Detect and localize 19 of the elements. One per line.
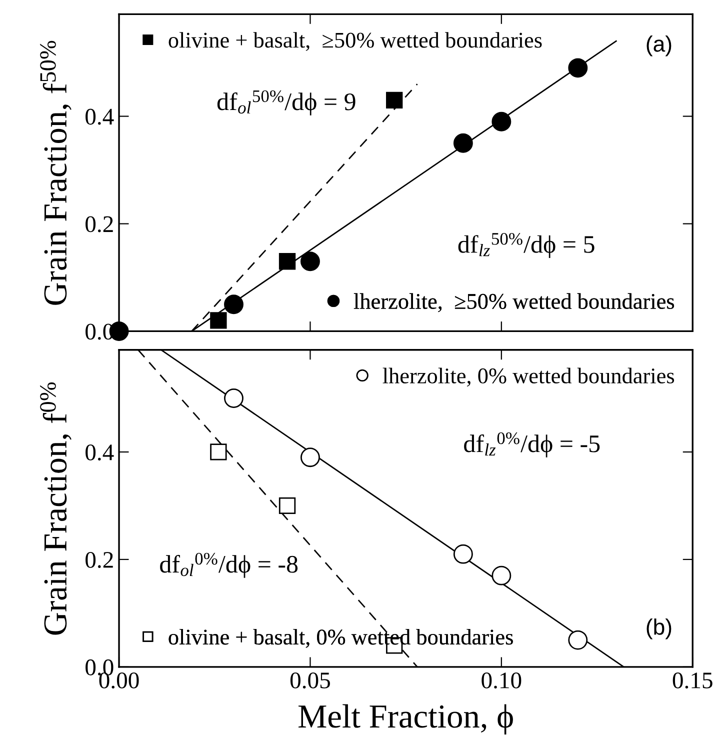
annotation: (a) — [646, 36, 672, 56]
legend-label: lherzolite, ≥50% wetted boundaries — [354, 293, 674, 312]
legend-label: olivine + basalt, ≥50% wetted boundaries — [168, 32, 542, 51]
annotation: df$_{ol}$$^{0%}$/dϕ = -8 — [160, 552, 298, 578]
x-tick-label: 0.15 — [672, 672, 712, 689]
legend-label: lherzolite, 0% wetted boundaries — [382, 368, 674, 387]
annotation: df$_{ol}$$^{50%}$/dϕ = 9 — [217, 90, 356, 116]
x-tick-label: 0.10 — [482, 672, 522, 689]
annotation: (b) — [646, 618, 672, 640]
x-tick-label: 0.05 — [290, 672, 330, 689]
x-axis-title: Melt Fraction, ϕ — [298, 704, 513, 735]
y-tick-label: 0.4 — [86, 444, 114, 461]
y-tick-label: 0.2 — [86, 552, 113, 568]
y-tick-label: 0.2 — [86, 216, 113, 232]
y-axis-title: Grain Fraction, f$^{0%}$ — [40, 382, 72, 635]
y-tick-label: 0.4 — [86, 108, 114, 125]
annotation: df$_{lz}$$^{50%}$/dϕ = 5 — [458, 232, 594, 258]
annotation: df$_{lz}$$^{0%}$/dϕ = -5 — [464, 432, 600, 458]
y-axis-title: Grain Fraction, f$^{50%}$ — [40, 40, 72, 305]
